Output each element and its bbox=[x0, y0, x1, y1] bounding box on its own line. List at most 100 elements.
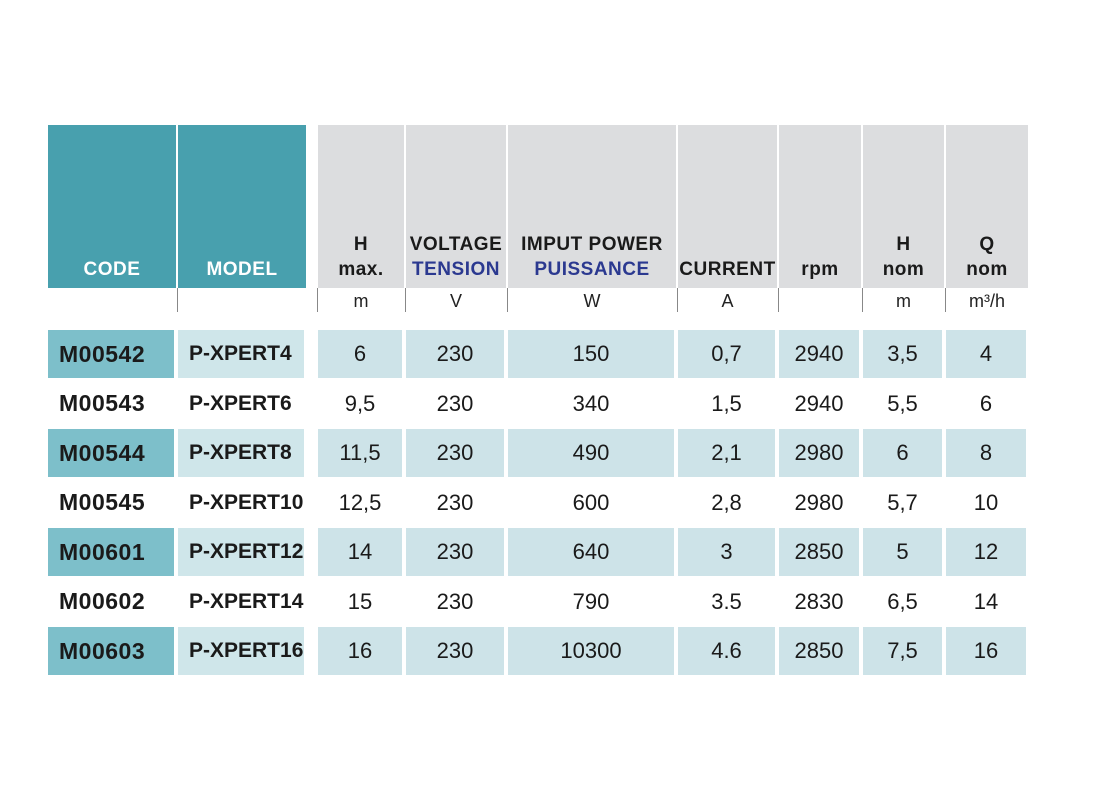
data-cell: 16 bbox=[946, 627, 1026, 675]
header-line: H bbox=[896, 234, 911, 255]
data-cell: 230 bbox=[436, 390, 474, 416]
data-cell: 9,5 bbox=[344, 390, 376, 416]
model-cell: P-XPERT4 bbox=[178, 330, 304, 378]
data-cell: 2980 bbox=[779, 429, 859, 477]
data-cell: 490 bbox=[508, 429, 674, 477]
code-cell: M00544 bbox=[48, 429, 174, 477]
data-cell: 150 bbox=[508, 330, 674, 378]
header-line: rpm bbox=[801, 259, 839, 280]
header-line: CURRENT bbox=[679, 259, 776, 280]
code-cell: M00603 bbox=[48, 627, 174, 675]
column-header: IMPUT POWER PUISSANCE bbox=[508, 125, 676, 288]
data-cell: 16 bbox=[318, 627, 402, 675]
header-line: PUISSANCE bbox=[534, 259, 650, 280]
code-cell: M00602 bbox=[59, 588, 146, 614]
header-line: H bbox=[353, 234, 369, 255]
unit: m bbox=[353, 290, 369, 311]
column-header: VOLTAGE TENSION bbox=[406, 125, 506, 288]
data-cell: 2850 bbox=[779, 528, 859, 576]
data-cell: 2980 bbox=[794, 489, 844, 515]
separator bbox=[778, 288, 779, 312]
header-line: CODE bbox=[83, 259, 141, 280]
data-cell: 5,7 bbox=[887, 489, 918, 515]
data-cell: 0,7 bbox=[678, 330, 775, 378]
header-line: TENSION bbox=[412, 259, 500, 280]
unit: V bbox=[449, 290, 462, 311]
data-cell: 1,5 bbox=[711, 390, 742, 416]
separator bbox=[405, 288, 406, 312]
unit: m bbox=[896, 290, 911, 311]
data-cell: 5,5 bbox=[887, 390, 918, 416]
separator bbox=[507, 288, 508, 312]
header-line: nom bbox=[966, 259, 1008, 280]
model-cell: P-XPERT10 bbox=[189, 490, 304, 514]
data-cell: 2830 bbox=[794, 588, 844, 614]
unit: A bbox=[721, 290, 734, 311]
separator bbox=[945, 288, 946, 312]
code-cell: M00601 bbox=[48, 528, 174, 576]
code-cell: M00543 bbox=[59, 390, 146, 416]
data-cell: 230 bbox=[406, 330, 504, 378]
column-header: rpm bbox=[779, 125, 861, 288]
header-line: IMPUT POWER bbox=[521, 234, 663, 255]
data-cell: 2940 bbox=[794, 390, 844, 416]
header-line: VOLTAGE bbox=[409, 234, 503, 255]
data-cell: 6,5 bbox=[887, 588, 918, 614]
header-line: Q bbox=[979, 234, 995, 255]
data-cell: 8 bbox=[946, 429, 1026, 477]
data-cell: 5 bbox=[863, 528, 942, 576]
data-cell: 14 bbox=[973, 588, 999, 614]
column-header: CURRENT bbox=[678, 125, 777, 288]
data-cell: 790 bbox=[572, 588, 610, 614]
model-cell: P-XPERT14 bbox=[189, 589, 304, 613]
code-cell: M00542 bbox=[48, 330, 174, 378]
column-header: CODE bbox=[48, 125, 176, 288]
data-cell: 10 bbox=[973, 489, 999, 515]
data-cell: 12,5 bbox=[338, 489, 382, 515]
data-cell: 6 bbox=[863, 429, 942, 477]
data-cell: 6 bbox=[979, 390, 993, 416]
data-cell: 4 bbox=[946, 330, 1026, 378]
data-cell: 230 bbox=[406, 627, 504, 675]
data-cell: 4.6 bbox=[678, 627, 775, 675]
data-cell: 230 bbox=[406, 528, 504, 576]
separator bbox=[677, 288, 678, 312]
data-cell: 3,5 bbox=[863, 330, 942, 378]
data-cell: 340 bbox=[572, 390, 610, 416]
model-cell: P-XPERT8 bbox=[178, 429, 304, 477]
data-cell: 14 bbox=[318, 528, 402, 576]
data-cell: 2850 bbox=[779, 627, 859, 675]
separator bbox=[177, 288, 178, 312]
unit: m³/h bbox=[969, 290, 1005, 311]
unit: W bbox=[583, 290, 601, 311]
header-line: max. bbox=[338, 259, 384, 280]
model-cell: P-XPERT6 bbox=[189, 391, 292, 415]
separator bbox=[862, 288, 863, 312]
data-cell: 2,1 bbox=[678, 429, 775, 477]
data-cell: 2940 bbox=[779, 330, 859, 378]
data-cell: 10300 bbox=[508, 627, 674, 675]
data-cell: 7,5 bbox=[863, 627, 942, 675]
model-cell: P-XPERT16 bbox=[178, 627, 304, 675]
data-cell: 2,8 bbox=[711, 489, 742, 515]
data-cell: 3 bbox=[678, 528, 775, 576]
data-cell: 11,5 bbox=[318, 429, 402, 477]
code-cell: M00545 bbox=[59, 489, 146, 515]
data-cell: 230 bbox=[406, 429, 504, 477]
separator bbox=[317, 288, 318, 312]
header-line: MODEL bbox=[206, 259, 278, 280]
model-cell: P-XPERT12 bbox=[178, 528, 304, 576]
data-cell: 6 bbox=[318, 330, 402, 378]
data-cell: 15 bbox=[347, 588, 373, 614]
header-line: nom bbox=[882, 259, 925, 280]
data-cell: 230 bbox=[436, 489, 474, 515]
data-cell: 640 bbox=[508, 528, 674, 576]
data-cell: 12 bbox=[946, 528, 1026, 576]
data-cell: 230 bbox=[436, 588, 474, 614]
data-cell: 3.5 bbox=[711, 588, 742, 614]
column-header: MODEL bbox=[178, 125, 306, 288]
